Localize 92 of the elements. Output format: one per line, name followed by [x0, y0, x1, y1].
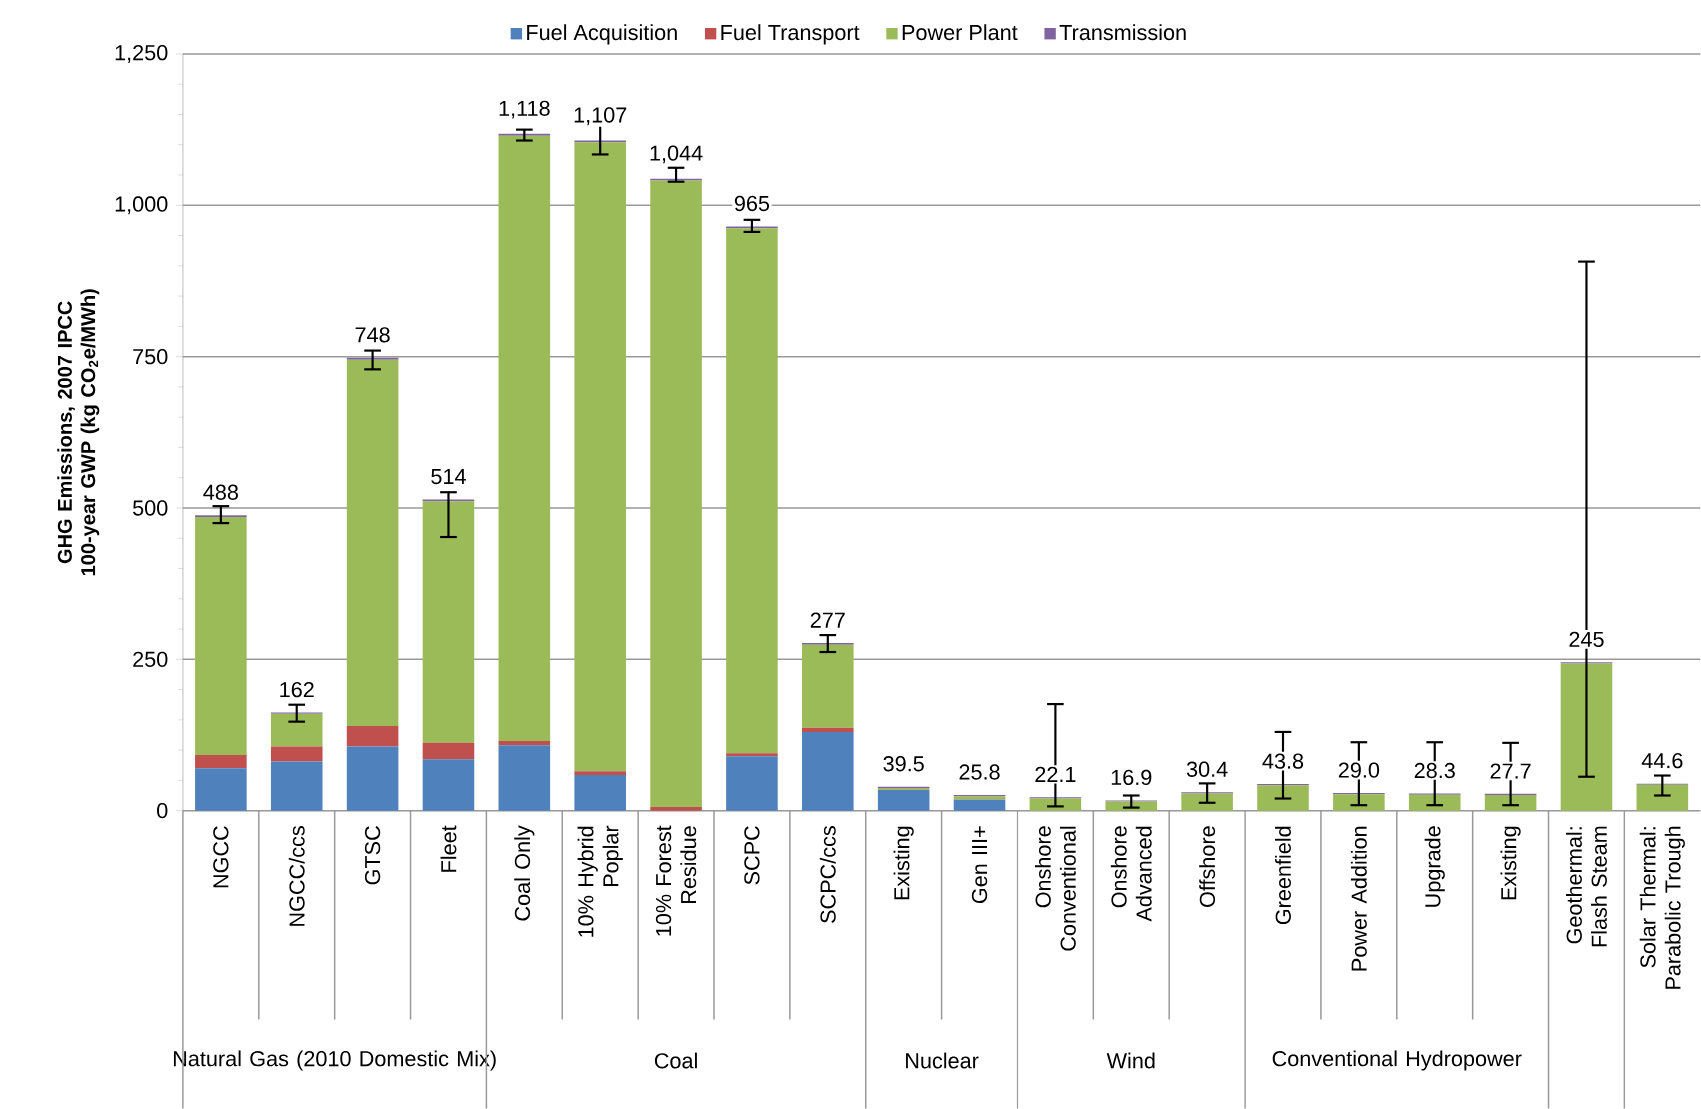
x-tick-label: Gen III+	[971, 826, 988, 903]
total-label: 29.0	[1338, 762, 1380, 778]
total-label: 25.8	[959, 764, 1000, 780]
y-tick-label: 250	[133, 651, 168, 667]
total-label: 43.8	[1262, 753, 1304, 769]
text: Natural Gas (2010 Domestic Mix)	[173, 1050, 496, 1071]
bar	[802, 731, 854, 811]
x-tick-label: Onshore Conventional	[1034, 826, 1076, 951]
bar	[1105, 801, 1158, 811]
bar	[1029, 798, 1082, 811]
total-label: 28.3	[1414, 762, 1455, 779]
total-label: 27.7	[1490, 763, 1531, 779]
x-tick-label: Existing	[893, 826, 914, 900]
bar	[422, 759, 475, 811]
y-tick-label: 1,000	[115, 196, 168, 215]
y-tick-label: 1,250	[115, 44, 168, 63]
total-label: 30.4	[1186, 761, 1228, 777]
bar	[1181, 793, 1233, 811]
bar	[270, 761, 323, 811]
total-label: 488	[203, 484, 238, 500]
total-label: 1,044	[650, 145, 703, 164]
bar	[422, 742, 475, 760]
total-label: 965	[734, 195, 770, 212]
bar	[346, 746, 399, 811]
x-tick-label: NGCC/ccs	[288, 825, 305, 926]
x-tick-label: Fleet	[440, 825, 457, 872]
bar	[1484, 794, 1537, 811]
x-tick-label: Existing	[1500, 826, 1521, 900]
total-label: 1,107	[574, 107, 627, 126]
bar	[1333, 794, 1385, 811]
x-tick-label: SCPC	[744, 826, 760, 885]
bar	[270, 713, 323, 747]
bar	[877, 789, 930, 811]
y-tick-label: 0	[157, 802, 168, 819]
text: Conventional Hydropower	[1272, 1050, 1522, 1071]
x-tick-label: Power Addition	[1350, 826, 1367, 971]
x-tick-label: Geothermal: Flash Steam	[1566, 826, 1607, 947]
legend-label: Fuel Acquisition	[527, 24, 677, 45]
bar	[726, 756, 778, 811]
total-label: 514	[431, 468, 466, 485]
y-tick-label: 500	[133, 500, 168, 516]
bar	[195, 516, 247, 755]
x-tick-label: SCPC/ccs	[819, 825, 836, 923]
bar	[953, 799, 1006, 811]
bar	[270, 746, 323, 762]
total-label: 16.9	[1111, 769, 1152, 785]
bar	[1560, 663, 1613, 811]
x-tick-label: Upgrade	[1424, 826, 1445, 907]
total-label: 245	[1569, 631, 1604, 647]
legend-label: Power Plant	[902, 24, 1018, 41]
x-tick-label: GTSC	[364, 825, 381, 885]
x-tick-label: Solar Thermal: Parabolic Trough	[1639, 826, 1685, 989]
bar	[195, 754, 247, 769]
total-label: 748	[355, 327, 390, 343]
bar	[1257, 785, 1309, 811]
bar	[802, 727, 854, 732]
bar	[498, 745, 551, 811]
bar	[726, 228, 778, 753]
bar	[802, 644, 854, 728]
total-label: 162	[280, 681, 314, 698]
total-label: 39.5	[883, 755, 924, 772]
x-tick-label: Coal Only	[514, 825, 535, 921]
bar	[346, 359, 399, 726]
x-tick-label: Greenfield	[1275, 826, 1291, 924]
bar	[574, 771, 626, 775]
bar	[1636, 784, 1689, 811]
bar	[346, 725, 399, 747]
y-tick-label: 750	[133, 348, 168, 365]
total-label: 44.6	[1641, 752, 1683, 769]
legend-label: Fuel Transport	[721, 24, 860, 45]
total-label: 22.1	[1035, 766, 1076, 782]
text: Wind	[1106, 1052, 1155, 1069]
bar	[498, 740, 551, 746]
bar	[195, 768, 247, 811]
total-label: 1,118	[499, 100, 550, 119]
bar	[726, 753, 778, 757]
x-tick-label: NGCC	[213, 826, 229, 888]
bar	[422, 501, 475, 743]
bar	[650, 180, 702, 807]
x-tick-label: Onshore Advanced	[1110, 826, 1152, 922]
text: Nuclear	[906, 1052, 979, 1069]
x-tick-label: 10% Hybrid Poplar	[577, 825, 623, 937]
x-tick-label: Offshore	[1199, 826, 1216, 907]
x-tick-label: 10% Forest Residue	[655, 825, 697, 936]
total-label: 277	[810, 612, 845, 628]
legend-label: Transmission	[1059, 24, 1186, 41]
text: Coal	[654, 1052, 697, 1069]
bar	[574, 142, 626, 772]
bar	[498, 135, 551, 741]
bar	[650, 806, 702, 811]
bar	[574, 774, 626, 811]
bar	[1408, 794, 1461, 811]
